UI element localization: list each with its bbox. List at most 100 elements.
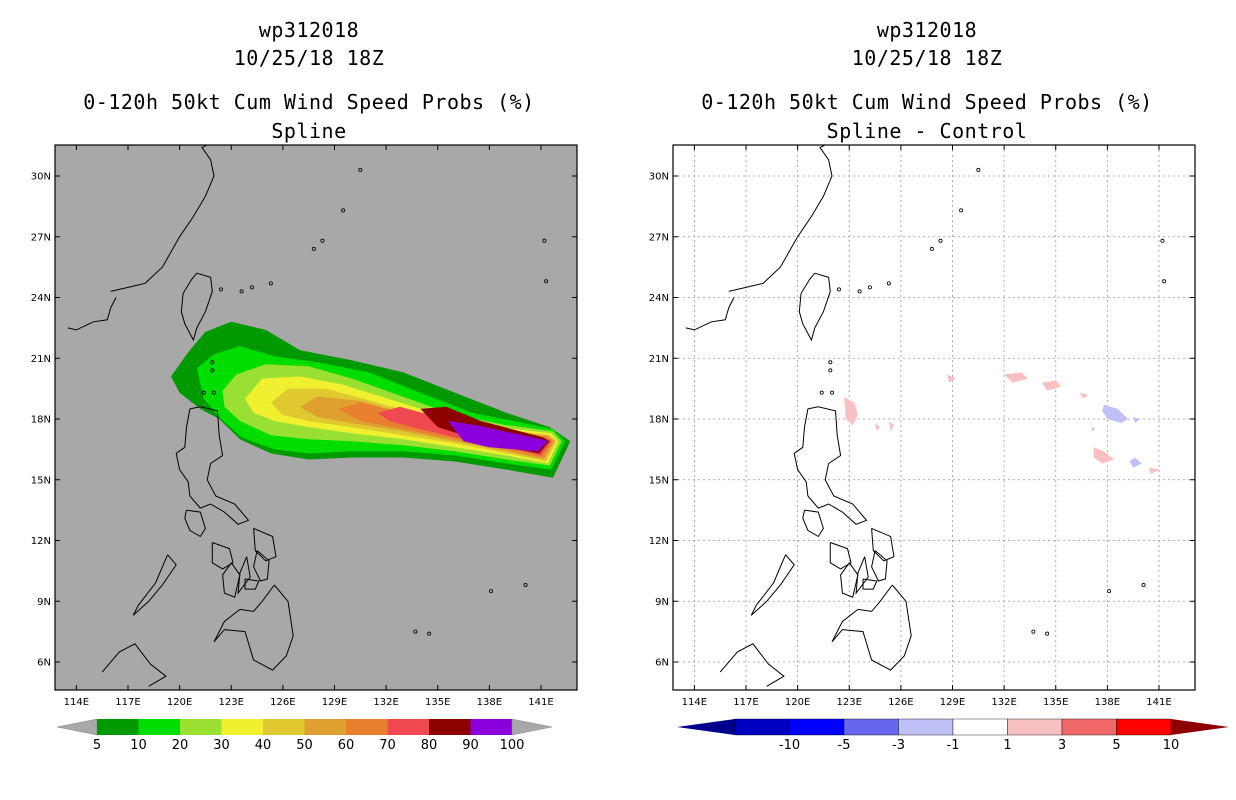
right-colorbar-swatch-6 bbox=[1061, 718, 1117, 736]
left-lat-label-7: 27N bbox=[31, 232, 51, 243]
left-island-0 bbox=[218, 287, 223, 292]
left-colorbar-swatch-3 bbox=[221, 719, 263, 735]
left-colorbar-swatch-2 bbox=[180, 719, 222, 735]
right-coast-samar bbox=[871, 527, 895, 562]
left-coast-cebu bbox=[237, 556, 251, 595]
right-coast-palawan bbox=[750, 554, 795, 616]
left-datetime: 10/25/18 18Z bbox=[233, 46, 385, 70]
left-island-15 bbox=[210, 368, 215, 373]
right-colorbar-label-7: 10 bbox=[1163, 738, 1180, 753]
right-lat-label-8: 30N bbox=[649, 172, 669, 183]
right-coast-chinaSouth bbox=[685, 297, 735, 331]
right-axes: 6N 9N 12N 15N 18N 21N 24N 27N 30N 114E 117E 120E 123… bbox=[649, 145, 1195, 708]
left-lat-label-8: 30N bbox=[31, 172, 51, 183]
left-colorbar-label-1: 10 bbox=[130, 738, 147, 753]
left-lon-label-8: 138E bbox=[477, 697, 502, 708]
left-colorbar-low-arrow bbox=[56, 718, 98, 736]
right-diff-blob-2 bbox=[888, 421, 894, 432]
right-diff-blob-0 bbox=[844, 396, 858, 426]
left-colorbar-label-6: 60 bbox=[338, 738, 355, 753]
right-lat-label-3: 15N bbox=[649, 475, 669, 486]
left-colorbar-label-2: 20 bbox=[172, 738, 189, 753]
right-lon-label-0: 114E bbox=[682, 697, 707, 708]
left-coast-chinaSouth bbox=[67, 297, 117, 331]
right-island-16 bbox=[830, 390, 835, 395]
right-colorbar-label-1: -5 bbox=[838, 738, 851, 753]
right-lon-label-3: 123E bbox=[837, 697, 862, 708]
right-coastlines bbox=[685, 145, 1167, 687]
left-coast-samar bbox=[253, 527, 277, 562]
right-colorbar-swatch-3 bbox=[898, 718, 954, 736]
left-lon-label-5: 129E bbox=[322, 697, 347, 708]
left-axes: 6N 9N 12N 15N 18N 21N 24N 27N 30N 114E 117E 120E 123… bbox=[31, 145, 577, 708]
left-island-2 bbox=[249, 285, 254, 290]
left-colorbar-swatch-0 bbox=[97, 719, 139, 735]
left-coast-taiwan bbox=[180, 272, 213, 342]
right-map-svg: 6N 9N 12N 15N 18N 21N 24N 27N 30N 114E 117E 120E 123… bbox=[649, 144, 1229, 753]
right-island-9 bbox=[1162, 279, 1167, 284]
left-map-panel: wp312018 10/25/18 18Z 0-120h 50kt Cum Wi… bbox=[31, 18, 578, 753]
left-colorbar-swatch-8 bbox=[429, 719, 471, 735]
right-diff-blob-7 bbox=[1102, 404, 1128, 423]
left-island-8 bbox=[542, 238, 547, 243]
right-coast-borneo bbox=[719, 643, 785, 687]
right-coast-negros bbox=[840, 562, 859, 598]
right-colorbar-label-0: -10 bbox=[779, 738, 800, 753]
right-island-5 bbox=[938, 238, 943, 243]
left-colorbar-label-8: 80 bbox=[421, 738, 438, 753]
left-probability-plume bbox=[171, 321, 571, 478]
right-product-title: 0-120h 50kt Cum Wind Speed Probs (%) bbox=[701, 90, 1153, 114]
left-island-9 bbox=[544, 279, 549, 284]
right-diff-blob-9 bbox=[1091, 427, 1096, 432]
left-lat-label-2: 12N bbox=[31, 536, 51, 547]
left-colorbar-swatch-4 bbox=[263, 719, 305, 735]
right-colorbar: -10 -5 -3 -1 1 3 5 10 bbox=[677, 718, 1229, 753]
left-lat-label-4: 18N bbox=[31, 415, 51, 426]
right-diff-blob-3 bbox=[947, 374, 956, 383]
right-lon-label-1: 117E bbox=[733, 697, 758, 708]
left-colorbar-label-10: 100 bbox=[500, 738, 525, 753]
left-product-title: 0-120h 50kt Cum Wind Speed Probs (%) bbox=[83, 90, 535, 114]
left-island-13 bbox=[523, 583, 528, 588]
right-colorbar-swatch-1 bbox=[789, 718, 845, 736]
left-storm-id: wp312018 bbox=[258, 18, 360, 42]
left-colorbar-high-arrow bbox=[511, 718, 553, 736]
left-map-svg: 6N 9N 12N 15N 18N 21N 24N 27N 30N 114E 117E 120E 123… bbox=[31, 144, 578, 753]
right-island-17 bbox=[819, 390, 824, 395]
left-island-16 bbox=[212, 390, 217, 395]
right-lat-label-2: 12N bbox=[649, 536, 669, 547]
right-colorbar-swatch-5 bbox=[1007, 718, 1063, 736]
right-island-14 bbox=[828, 360, 833, 365]
right-lat-label-0: 6N bbox=[655, 658, 669, 669]
right-coast-china bbox=[728, 145, 833, 292]
right-island-7 bbox=[976, 167, 981, 172]
left-colorbar-label-0: 5 bbox=[93, 738, 101, 753]
left-lon-label-2: 120E bbox=[167, 697, 192, 708]
right-coast-luzon bbox=[793, 406, 868, 525]
right-datetime: 10/25/18 18Z bbox=[851, 46, 1003, 70]
right-island-0 bbox=[836, 287, 841, 292]
right-diff-blob-5 bbox=[1042, 380, 1061, 391]
left-island-1 bbox=[239, 289, 244, 294]
right-colorbar-label-3: -1 bbox=[947, 738, 960, 753]
right-lon-label-7: 135E bbox=[1043, 697, 1068, 708]
right-lon-label-4: 126E bbox=[888, 697, 913, 708]
right-coast-panay bbox=[829, 542, 852, 570]
left-coastlines bbox=[67, 145, 549, 687]
left-coast-borneo bbox=[101, 643, 167, 687]
left-island-14 bbox=[210, 360, 215, 365]
right-colorbar-swatch-0 bbox=[734, 718, 790, 736]
right-diff-blob-12 bbox=[1148, 467, 1161, 474]
right-colorbar-swatch-2 bbox=[843, 718, 899, 736]
right-coast-mindoro bbox=[802, 509, 824, 538]
right-coast-cebu bbox=[855, 556, 869, 595]
right-colorbar-swatch-4 bbox=[952, 718, 1008, 736]
left-map-frame bbox=[54, 144, 578, 691]
right-lat-label-5: 21N bbox=[649, 354, 669, 365]
right-map-panel: wp312018 10/25/18 18Z 0-120h 50kt Cum Wi… bbox=[618, 0, 1236, 800]
left-island-3 bbox=[268, 281, 273, 286]
right-lon-label-9: 141E bbox=[1146, 697, 1171, 708]
right-island-10 bbox=[1031, 629, 1036, 634]
left-lon-label-7: 135E bbox=[425, 697, 450, 708]
right-diff-blob-11 bbox=[1129, 457, 1142, 468]
